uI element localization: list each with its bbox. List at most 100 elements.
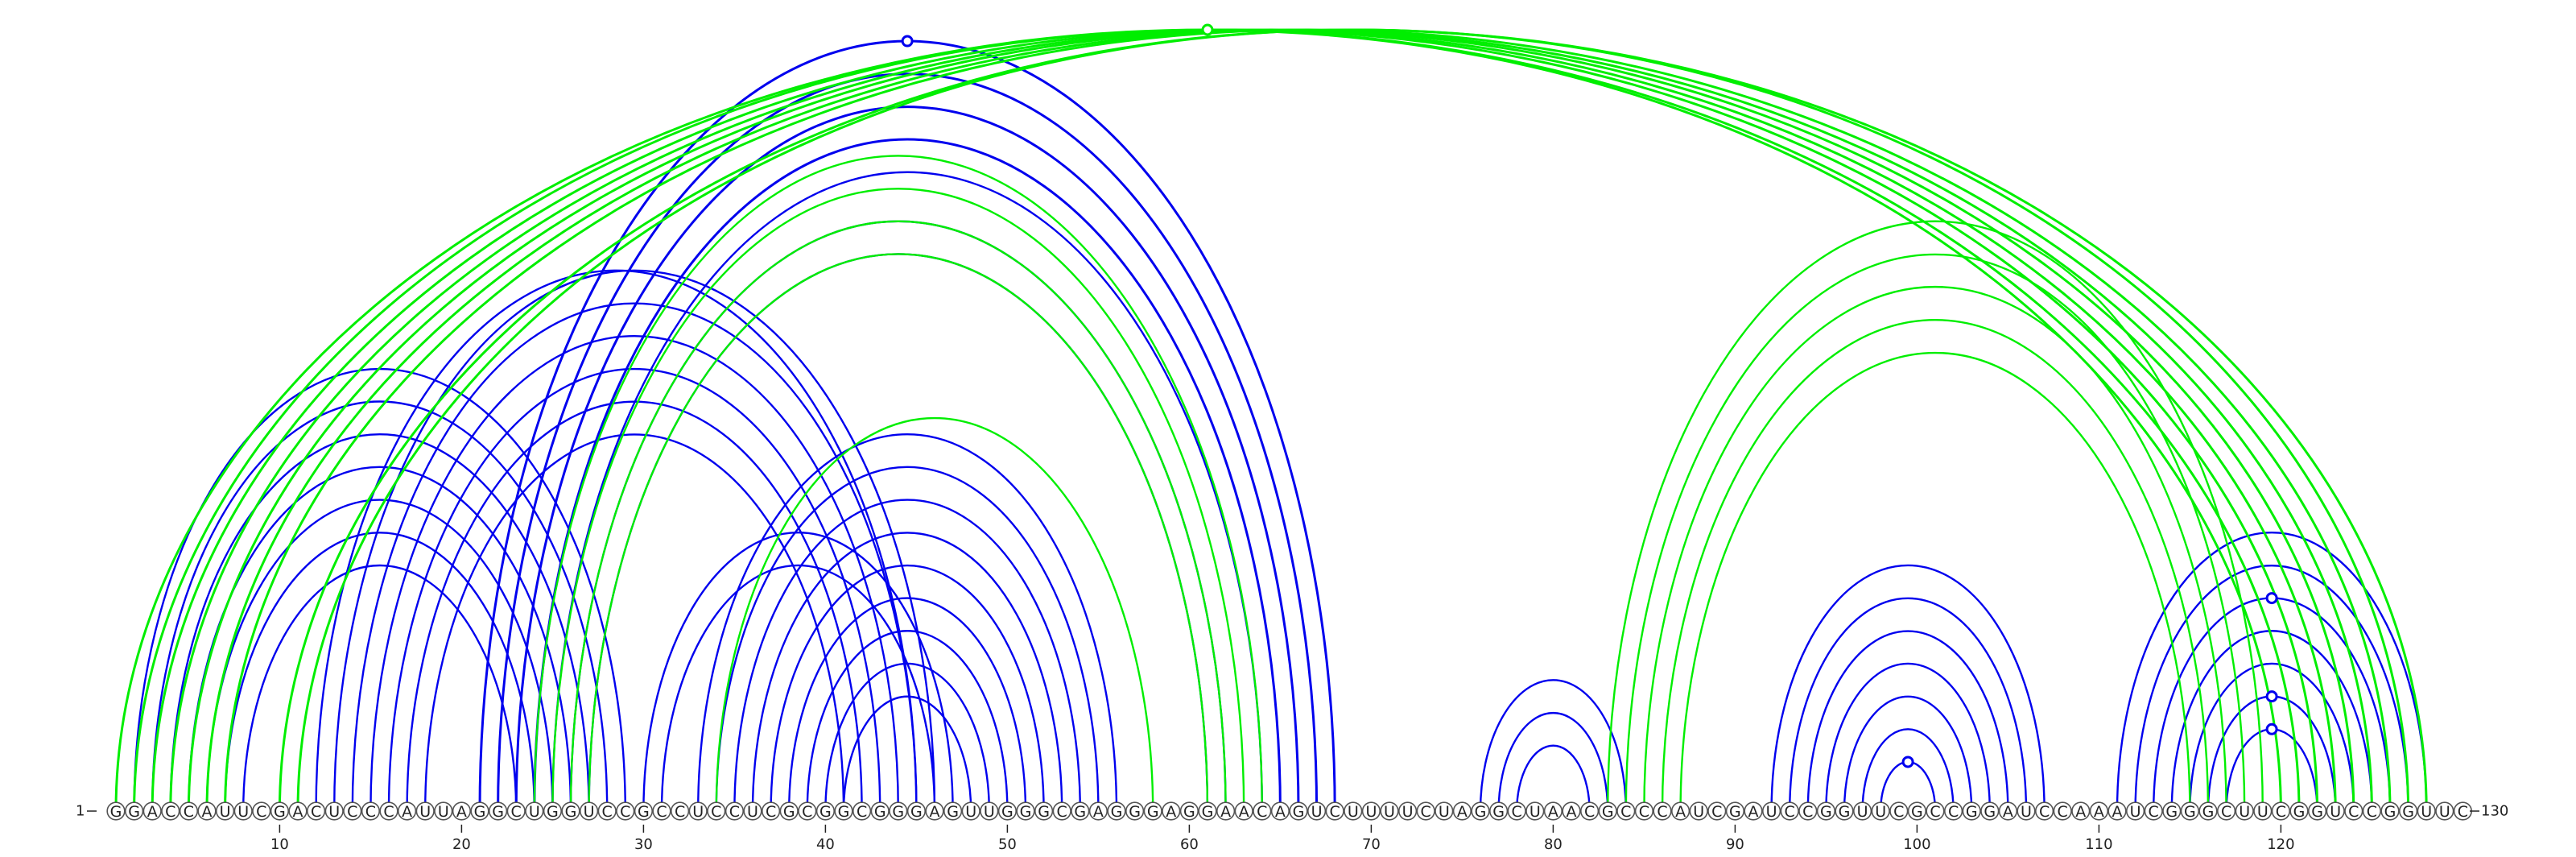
structure-b-arc-85-117 (1643, 286, 2227, 812)
nucleotide-letter: A (1748, 803, 1759, 821)
nucleotide-127: G (2399, 801, 2418, 821)
nucleotide-47: G (943, 801, 963, 821)
nucleotide-circle (324, 801, 344, 821)
structure-a-arc-96-103 (1843, 695, 1973, 812)
nucleotide-letter: C (2149, 803, 2159, 821)
nucleotide-circle (1689, 801, 1708, 821)
nucleotide-43: G (870, 801, 890, 821)
nucleotide-66: G (1289, 801, 1308, 821)
nucleotide-circle (161, 801, 180, 821)
nucleotide-circle (1088, 801, 1108, 821)
nucleotide-58: G (1143, 801, 1162, 821)
nucleotide-14: C (343, 801, 362, 821)
structure-a-arc-18-41 (424, 433, 845, 812)
nucleotide-67: U (1307, 801, 1327, 821)
tick-label-10: 10 (270, 836, 289, 853)
nucleotide-letter: G (892, 803, 904, 821)
nucleotide-circle (1579, 801, 1600, 821)
structure-b-arc-26-62 (569, 220, 1227, 812)
structure-b-arc-84-118 (1624, 253, 2246, 812)
nucleotide-41: G (834, 801, 853, 821)
nucleotide-68: C (1325, 801, 1344, 821)
nucleotide-letter: G (1475, 803, 1487, 821)
structure-a-arc-8-23 (242, 564, 518, 812)
nucleotide-circle (1452, 801, 1472, 821)
nucleotide-letter: C (802, 803, 812, 821)
nucleotide-21: G (470, 801, 489, 821)
nucleotide-letter: C (365, 803, 376, 821)
nucleotide-126: G (2380, 801, 2400, 821)
nucleotide-108: C (2053, 801, 2072, 821)
nucleotide-1: G (106, 801, 126, 821)
nucleotide-114: G (2162, 801, 2182, 821)
structure-a-arc-25-64 (551, 171, 1263, 812)
structure-b-arc-5-124 (187, 28, 2355, 812)
structure-b-arc-2-120 (133, 28, 2282, 812)
nucleotide-circle (1980, 801, 2000, 821)
nucleotide-letter: U (438, 803, 449, 821)
nucleotide-circle (2235, 801, 2254, 821)
nucleotide-circle (579, 801, 599, 821)
nucleotide-circle (2071, 801, 2091, 821)
nucleotide-52: G (1034, 801, 1054, 821)
nucleotide-letter: U (1857, 803, 1868, 821)
structure-a-arc-98-101 (1880, 760, 1937, 812)
nucleotide-letter: C (1330, 803, 1340, 821)
nucleotide-circle (1543, 801, 1563, 821)
nucleotide-37: C (761, 801, 781, 821)
nucleotide-86: C (1653, 801, 1672, 821)
nucleotide-25: G (543, 801, 563, 821)
nucleotide-circle (943, 801, 963, 821)
nucleotide-letter: G (947, 803, 959, 821)
nucleotide-119: U (2253, 801, 2273, 821)
nucleotide-113: C (2144, 801, 2163, 821)
nucleotide-89: C (1707, 801, 1727, 821)
structure-a-arc-92-107 (1770, 564, 2046, 812)
start-label: 1 (76, 803, 85, 820)
nucleotide-letter: A (1675, 803, 1686, 821)
nucleotide-letter: C (1584, 803, 1595, 821)
nucleotide-circle (1344, 801, 1363, 821)
nucleotide-circle (743, 801, 762, 821)
nucleotide-letter: U (2330, 803, 2341, 821)
nucleotide-107: C (2035, 801, 2054, 821)
structure-a-arc-93-106 (1789, 597, 2028, 812)
nucleotide-letter: C (511, 803, 522, 821)
nucleotide-circle (2344, 801, 2363, 821)
nucleotide-49: U (980, 801, 999, 821)
structure-a-arc-31-46 (660, 564, 936, 812)
nucleotide-28: C (597, 801, 617, 821)
structure-b-arc-10-128 (278, 28, 2428, 812)
nucleotide-letter: G (783, 803, 795, 821)
nucleotide-36: U (743, 801, 762, 821)
nucleotide-88: U (1689, 801, 1708, 821)
tick-label-80: 80 (1544, 836, 1563, 853)
nucleotide-circle (1944, 801, 1963, 821)
structure-a-arc-115-124 (2189, 662, 2355, 812)
structure-a-arc-30-47 (642, 532, 954, 812)
nucleotide-letter: G (1129, 803, 1141, 821)
structure-a-apex-marker-4 (2265, 722, 2278, 735)
structure-a-arc-41-48 (842, 695, 972, 812)
nucleotide-circle (179, 801, 198, 821)
nucleotide-letter: A (1220, 803, 1231, 821)
nucleotide-letter: A (1239, 803, 1249, 821)
nucleotide-letter: G (2184, 803, 2196, 821)
nucleotide-letter: A (2094, 803, 2104, 821)
nucleotide-24: U (525, 801, 544, 821)
nucleotide-circle (2107, 801, 2127, 821)
nucleotide-circle (1507, 801, 1526, 821)
nucleotide-circle (688, 801, 708, 821)
structure-b-arc-3-122 (151, 28, 2319, 812)
nucleotide-circle (379, 801, 398, 821)
nucleotide-55: A (1088, 801, 1108, 821)
nucleotide-circle (452, 801, 472, 821)
nucleotide-33: U (688, 801, 708, 821)
nucleotide-16: C (379, 801, 398, 821)
tick-label-120: 120 (2267, 836, 2294, 853)
nucleotide-letter: U (237, 803, 249, 821)
nucleotide-81: A (1562, 801, 1581, 821)
nucleotide-letter: C (620, 803, 630, 821)
nucleotide-circle (1162, 801, 1181, 821)
nucleotide-125: C (2362, 801, 2381, 821)
